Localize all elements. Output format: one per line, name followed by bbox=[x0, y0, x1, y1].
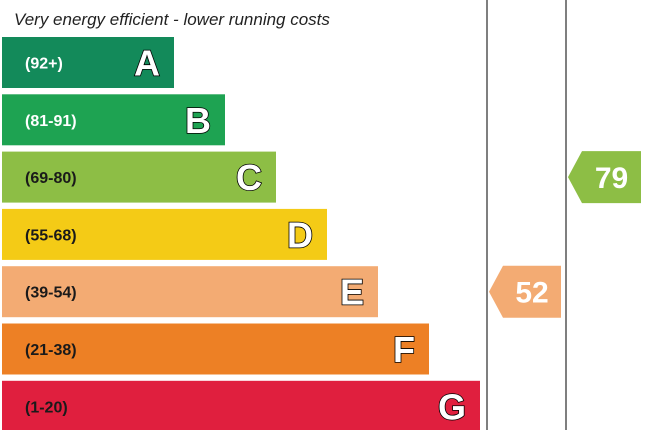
band-range-c: (69-80) bbox=[25, 170, 77, 187]
potential-rating-arrow bbox=[568, 151, 641, 204]
band-bar-b bbox=[2, 94, 225, 146]
band-letter-d: D bbox=[287, 214, 313, 255]
band-range-e: (39-54) bbox=[25, 285, 77, 302]
current-rating-value: 52 bbox=[515, 277, 548, 310]
band-range-a: (92+) bbox=[25, 56, 63, 73]
band-bar-c bbox=[2, 151, 276, 203]
band-bar-g bbox=[2, 380, 480, 430]
band-range-f: (21-38) bbox=[25, 342, 77, 359]
potential-rating-value: 79 bbox=[595, 162, 628, 195]
band-range-g: (1-20) bbox=[25, 399, 68, 416]
current-rating-arrow bbox=[489, 265, 561, 318]
band-bar-d bbox=[2, 208, 327, 260]
chart-title: Very energy efficient - lower running co… bbox=[14, 10, 330, 29]
band-bar-f bbox=[2, 323, 429, 375]
band-range-d: (55-68) bbox=[25, 227, 77, 244]
band-letter-b: B bbox=[185, 100, 211, 141]
rating-scores: 52 79 bbox=[489, 151, 641, 318]
band-letter-a: A bbox=[134, 43, 160, 84]
band-letter-c: C bbox=[236, 157, 262, 198]
band-letter-f: F bbox=[393, 329, 415, 370]
band-letter-e: E bbox=[340, 272, 364, 313]
band-letter-g: G bbox=[438, 386, 466, 427]
band-bar-e bbox=[2, 266, 378, 318]
rating-bands: (92+) A (81-91) B (69-80) C (55-68) D (39-54) E (2… bbox=[2, 37, 480, 430]
band-bar-a bbox=[2, 37, 174, 88]
band-range-b: (81-91) bbox=[25, 113, 77, 130]
